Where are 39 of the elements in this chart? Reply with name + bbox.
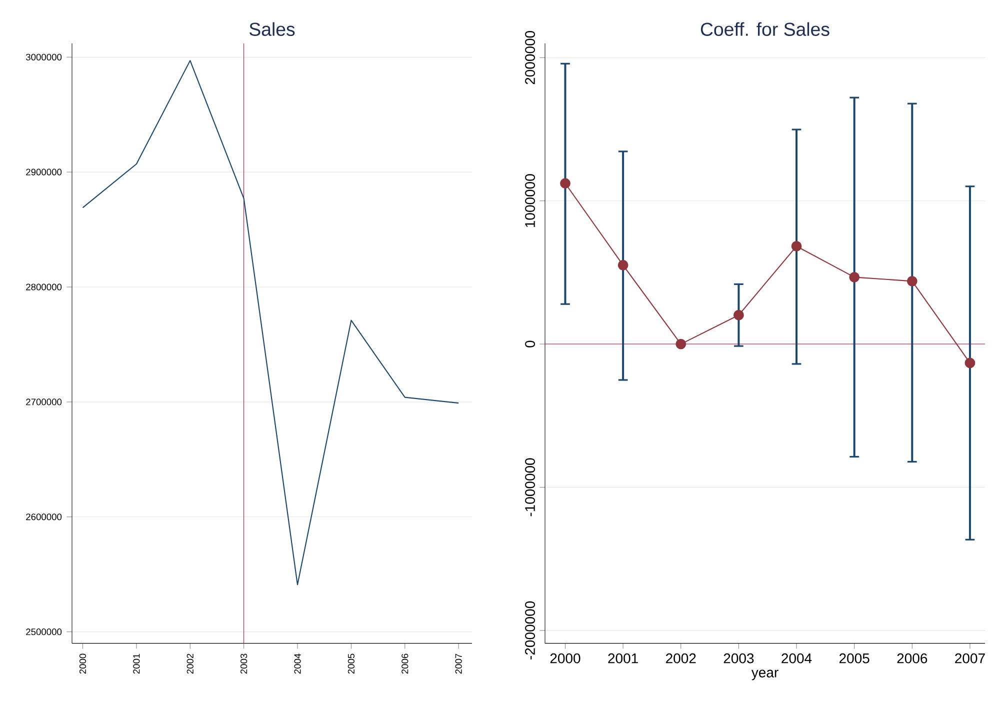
y-tick-label: 2000000 [525,30,535,84]
line-series [82,60,460,586]
x-tick-label: 2005 [348,654,354,674]
x-tick-label: 2001 [133,654,140,674]
x-tick-label: 2007 [955,653,985,664]
x-tick-label: 2000 [550,653,580,664]
x-axis-title: year [751,670,778,680]
y-tick-label: 3000000 [26,54,62,60]
x-tick-label: 2007 [455,654,462,674]
chart-title: Coeff. for Sales [700,22,830,36]
point [964,358,976,368]
x-tick-label: 2004 [782,653,812,664]
y-tick-label: 2800000 [26,284,62,290]
point [733,310,744,320]
point [906,276,918,286]
y-tick-label: 2500000 [26,628,62,636]
chart-title: Sales [250,22,295,36]
point [791,241,802,252]
y-tick-label: 2700000 [26,398,62,406]
x-tick-label: 2004 [294,654,301,674]
y-tick-label: 2600000 [26,514,62,520]
y-tick-label: 2900000 [26,168,62,176]
x-tick-label: 2003 [724,653,754,664]
x-tick-label: 2002 [186,654,194,674]
y-tick-label: -2000000 [525,601,535,660]
x-tick-label: 2001 [608,653,638,664]
y-tick-label: 1000000 [525,174,535,228]
y-tick-label: -1000000 [525,458,535,516]
y-tick-label: 0 [525,340,535,348]
point [676,338,686,350]
x-tick-label: 2003 [240,654,248,674]
x-tick-label: 2005 [839,653,870,664]
point [560,178,570,189]
x-tick-label: 2002 [666,653,696,664]
x-tick-label: 2006 [897,653,928,664]
x-tick-label: 2006 [402,654,408,674]
x-tick-label: 2000 [79,654,86,674]
point [849,272,860,282]
point [618,260,628,270]
